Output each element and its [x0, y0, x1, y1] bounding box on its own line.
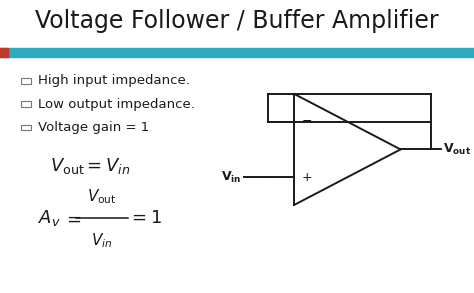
- Text: $=$: $=$: [63, 209, 82, 227]
- Text: $V_{\mathrm{out}}$: $V_{\mathrm{out}}$: [87, 187, 117, 206]
- Text: $V_{\mathrm{out}} = V_{\mathit{in}}$: $V_{\mathrm{out}} = V_{\mathit{in}}$: [50, 156, 130, 176]
- Text: $\mathbf{V}_{\mathbf{out}}$: $\mathbf{V}_{\mathbf{out}}$: [443, 142, 471, 157]
- Text: Low output impedance.: Low output impedance.: [38, 98, 195, 110]
- Text: $V_{\mathit{in}}$: $V_{\mathit{in}}$: [91, 231, 113, 250]
- Text: Voltage Follower / Buffer Amplifier: Voltage Follower / Buffer Amplifier: [35, 9, 439, 33]
- Text: +: +: [302, 171, 312, 184]
- Bar: [0, 48, 8, 57]
- Text: $A_{\mathit{v}}$: $A_{\mathit{v}}$: [38, 208, 61, 228]
- Text: $= 1$: $= 1$: [128, 209, 162, 227]
- Text: Voltage gain = 1: Voltage gain = 1: [38, 121, 149, 134]
- Text: $\mathbf{V}_{\mathbf{in}}$: $\mathbf{V}_{\mathbf{in}}$: [221, 170, 242, 185]
- Bar: [21, 78, 31, 84]
- Bar: [0, 48, 474, 57]
- Text: −: −: [302, 115, 312, 128]
- Text: High input impedance.: High input impedance.: [38, 74, 190, 87]
- Bar: [21, 125, 31, 130]
- Bar: [21, 101, 31, 107]
